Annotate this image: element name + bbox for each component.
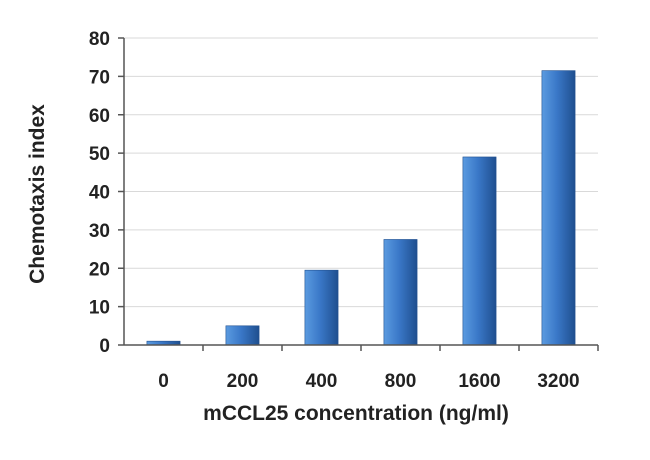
bar-1600 (462, 156, 497, 346)
bar-3200 (541, 70, 576, 346)
x-tick-label: 400 (306, 371, 338, 392)
y-tick-label: 10 (89, 298, 110, 319)
bars (146, 70, 576, 346)
y-tick-label: 60 (89, 106, 110, 127)
axes (118, 37, 599, 351)
bar-800 (383, 239, 418, 346)
y-tick-label: 40 (89, 183, 110, 204)
y-tick-label: 30 (89, 221, 110, 242)
x-tick-label: 3200 (537, 371, 579, 392)
x-tick-label: 800 (385, 371, 417, 392)
y-tick-label: 0 (99, 336, 110, 357)
gridlines (124, 37, 598, 308)
y-axis-title: Chemotaxis index (26, 104, 49, 284)
x-tick-label: 200 (227, 371, 259, 392)
y-tick-label: 20 (89, 259, 110, 280)
y-tick-label: 70 (89, 67, 110, 88)
y-tick-label: 50 (89, 144, 110, 165)
bar-200 (225, 325, 260, 346)
bar-400 (304, 269, 339, 346)
x-tick-label: 1600 (458, 371, 500, 392)
x-tick-label: 0 (158, 371, 169, 392)
y-tick-label: 80 (89, 29, 110, 50)
x-axis-title: mCCL25 concentration (ng/ml) (203, 402, 509, 425)
